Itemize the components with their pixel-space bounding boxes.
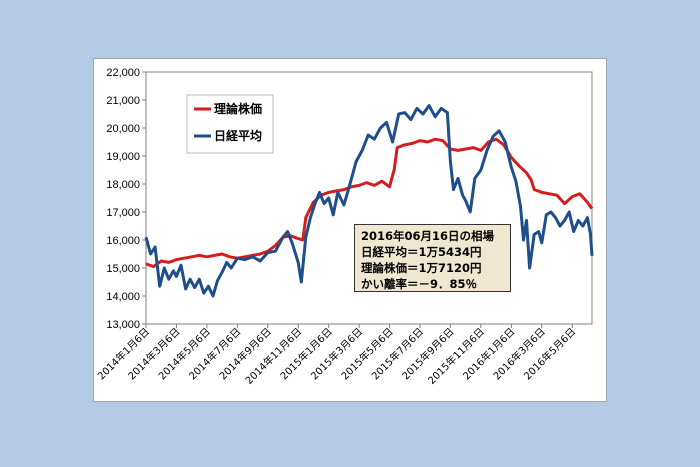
legend-label-nikkei: 日経平均 bbox=[214, 128, 262, 143]
x-tick-label: 2015年9月6日 bbox=[399, 325, 456, 382]
y-tick-label: 17,000 bbox=[106, 207, 140, 219]
series-line-nikkei bbox=[144, 104, 594, 298]
y-tick-label: 19,000 bbox=[106, 151, 140, 163]
x-tick-label: 2015年5月6日 bbox=[338, 325, 395, 382]
y-tick-label: 21,000 bbox=[106, 95, 140, 107]
annotation-theory: 理論株価＝1万7120円 bbox=[361, 261, 482, 275]
x-tick-label: 2015年1月6日 bbox=[277, 325, 334, 382]
y-tick-label: 14,000 bbox=[106, 291, 140, 303]
y-tick-label: 16,000 bbox=[106, 235, 140, 247]
y-tick-label: 20,000 bbox=[106, 123, 140, 135]
series-line-theory bbox=[145, 137, 594, 269]
series-lines bbox=[144, 104, 594, 298]
x-tick-label: 2014年7月6日 bbox=[186, 325, 243, 382]
x-tick-label: 2016年3月6日 bbox=[490, 325, 547, 382]
x-tick-label: 2014年9月6日 bbox=[216, 325, 273, 382]
x-tick-label: 2015年3月6日 bbox=[308, 325, 365, 382]
x-tick-label: 2016年1月6日 bbox=[460, 325, 517, 382]
annotation-nikkei: 日経平均＝1万5434円 bbox=[361, 245, 482, 259]
legend-box bbox=[186, 94, 274, 154]
annotation-divergence: かい離率＝－9．85％ bbox=[361, 277, 478, 291]
annotation-date: 2016年06月16日の相場 bbox=[361, 229, 495, 243]
annotation-box: 2016年06月16日の相場 日経平均＝1万5434円 理論株価＝1万7120円… bbox=[354, 224, 511, 292]
y-tick-label: 22,000 bbox=[106, 67, 140, 79]
x-tick-label: 2014年3月6日 bbox=[125, 325, 182, 382]
x-tick-label: 2014年5月6日 bbox=[156, 325, 213, 382]
y-tick-label: 15,000 bbox=[106, 263, 140, 275]
y-tick-label: 13,000 bbox=[106, 319, 140, 331]
y-tick-label: 18,000 bbox=[106, 179, 140, 191]
x-tick-label: 2015年7月6日 bbox=[369, 325, 426, 382]
legend-label-theory: 理論株価 bbox=[214, 101, 262, 116]
x-axis: 2014年1月6日2014年3月6日2014年5月6日2014年7月6日2014… bbox=[95, 324, 578, 387]
legend: 理論株価 日経平均 bbox=[186, 94, 274, 154]
y-axis: 13,000 14,000 15,000 16,000 17,000 18,000 19,0… bbox=[106, 67, 146, 331]
x-tick-label: 2014年1月6日 bbox=[95, 325, 152, 382]
x-tick-label: 2016年5月6日 bbox=[521, 325, 578, 382]
